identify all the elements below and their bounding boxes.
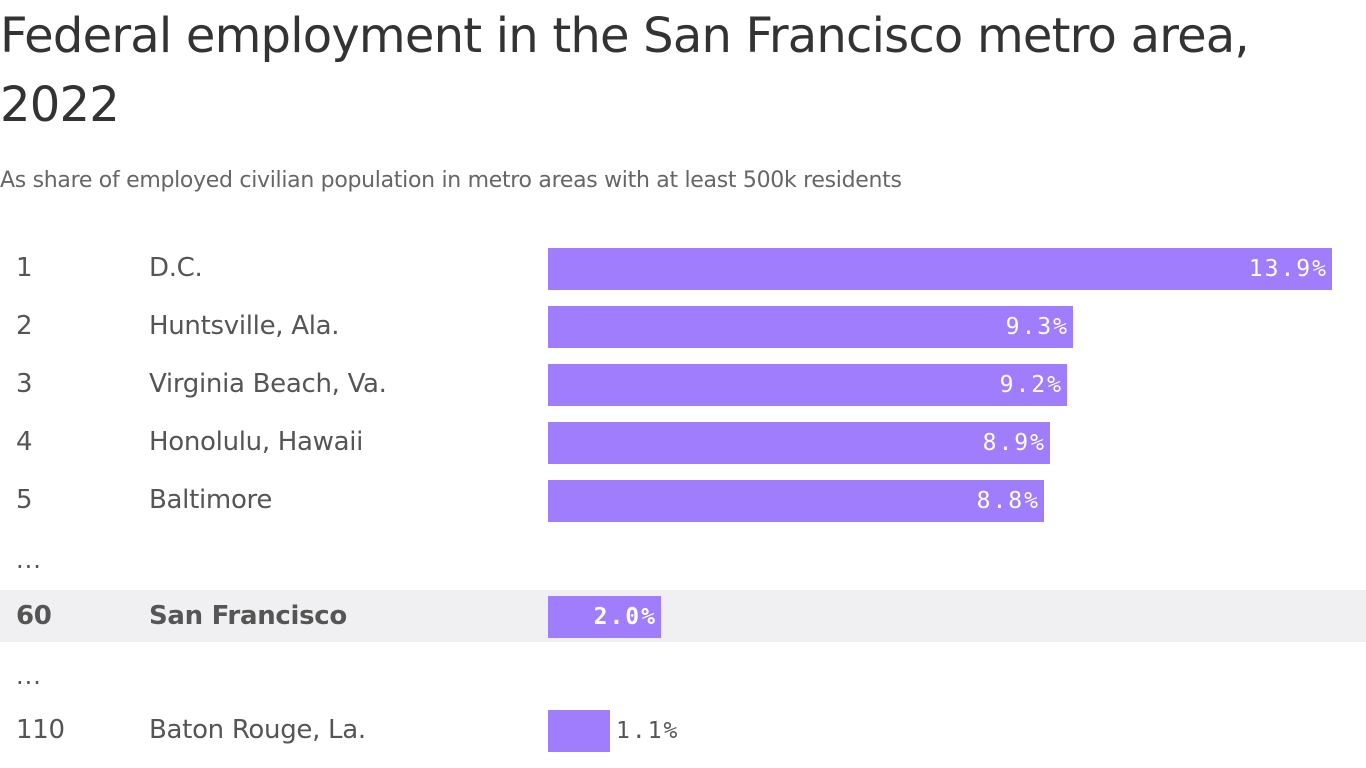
value-label: 8.8% bbox=[976, 488, 1040, 514]
metro-name-label: Baltimore bbox=[149, 485, 273, 515]
rank-label: 5 bbox=[16, 485, 33, 515]
bar bbox=[548, 306, 1073, 348]
chart-row: 1 D.C. 13.9% bbox=[0, 242, 1366, 294]
bar bbox=[548, 422, 1050, 464]
bar bbox=[548, 596, 661, 638]
value-label: 9.2% bbox=[999, 372, 1063, 398]
rank-label: 1 bbox=[16, 253, 33, 283]
metro-name-label: Honolulu, Hawaii bbox=[149, 427, 364, 457]
bar bbox=[548, 248, 1332, 290]
value-label: 9.3% bbox=[1005, 314, 1069, 340]
metro-name-label: San Francisco bbox=[149, 601, 347, 631]
chart-subtitle: As share of employed civilian population… bbox=[0, 168, 902, 193]
chart-row: 60 San Francisco 2.0% bbox=[0, 590, 1366, 642]
rank-label: 60 bbox=[16, 601, 52, 631]
value-label: 8.9% bbox=[982, 430, 1046, 456]
chart-row: 2 Huntsville, Ala. 9.3% bbox=[0, 300, 1366, 352]
chart-row: 3 Virginia Beach, Va. 9.2% bbox=[0, 358, 1366, 410]
metro-name-label: D.C. bbox=[149, 253, 203, 283]
rank-label: 2 bbox=[16, 311, 33, 341]
metro-name-label: Huntsville, Ala. bbox=[149, 311, 340, 341]
chart-row: 110 Baton Rouge, La. 1.1% bbox=[0, 704, 1366, 756]
rank-label: 4 bbox=[16, 427, 33, 457]
metro-name-label: Baton Rouge, La. bbox=[149, 715, 366, 745]
metro-name-label: Virginia Beach, Va. bbox=[149, 369, 387, 399]
value-label: 1.1% bbox=[616, 718, 680, 744]
ellipsis-separator: ... bbox=[16, 546, 42, 574]
value-label: 13.9% bbox=[1248, 256, 1328, 282]
bar bbox=[548, 480, 1044, 522]
value-label: 2.0% bbox=[593, 604, 657, 630]
rank-label: 3 bbox=[16, 369, 33, 399]
bar bbox=[548, 710, 610, 752]
chart-title: Federal employment in the San Francisco … bbox=[0, 8, 1250, 133]
bar bbox=[548, 364, 1067, 406]
rank-label: 110 bbox=[16, 715, 65, 745]
chart-row: 4 Honolulu, Hawaii 8.9% bbox=[0, 416, 1366, 468]
chart-row: 5 Baltimore 8.8% bbox=[0, 474, 1366, 526]
ellipsis-separator: ... bbox=[16, 662, 42, 690]
